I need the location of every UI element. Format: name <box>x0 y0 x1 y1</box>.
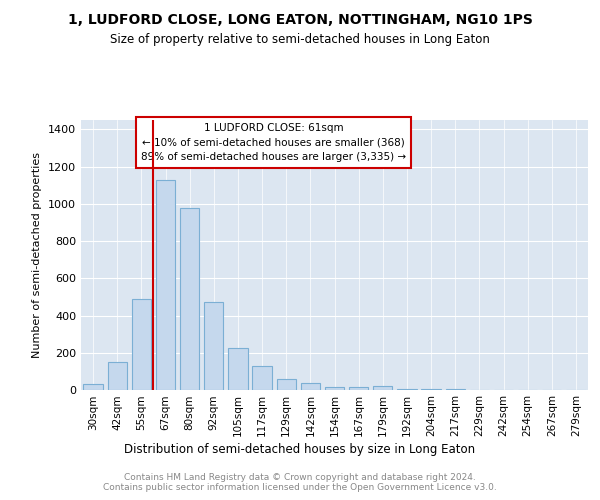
Bar <box>228 348 248 390</box>
Bar <box>253 366 272 390</box>
Text: 1, LUDFORD CLOSE, LONG EATON, NOTTINGHAM, NG10 1PS: 1, LUDFORD CLOSE, LONG EATON, NOTTINGHAM… <box>68 12 532 26</box>
Text: Contains HM Land Registry data © Crown copyright and database right 2024.
Contai: Contains HM Land Registry data © Crown c… <box>103 472 497 492</box>
Bar <box>107 362 127 390</box>
Bar <box>373 386 392 390</box>
Bar <box>204 302 223 390</box>
Bar <box>349 387 368 390</box>
Bar <box>156 180 175 390</box>
Bar <box>301 382 320 390</box>
Bar <box>180 208 199 390</box>
Bar <box>325 387 344 390</box>
Bar <box>421 389 441 390</box>
Bar <box>397 388 416 390</box>
Text: Size of property relative to semi-detached houses in Long Eaton: Size of property relative to semi-detach… <box>110 32 490 46</box>
Bar <box>83 384 103 390</box>
Text: Distribution of semi-detached houses by size in Long Eaton: Distribution of semi-detached houses by … <box>124 442 476 456</box>
Bar <box>277 379 296 390</box>
Bar <box>132 299 151 390</box>
Text: 1 LUDFORD CLOSE: 61sqm
← 10% of semi-detached houses are smaller (368)
89% of se: 1 LUDFORD CLOSE: 61sqm ← 10% of semi-det… <box>141 122 406 162</box>
Y-axis label: Number of semi-detached properties: Number of semi-detached properties <box>32 152 43 358</box>
